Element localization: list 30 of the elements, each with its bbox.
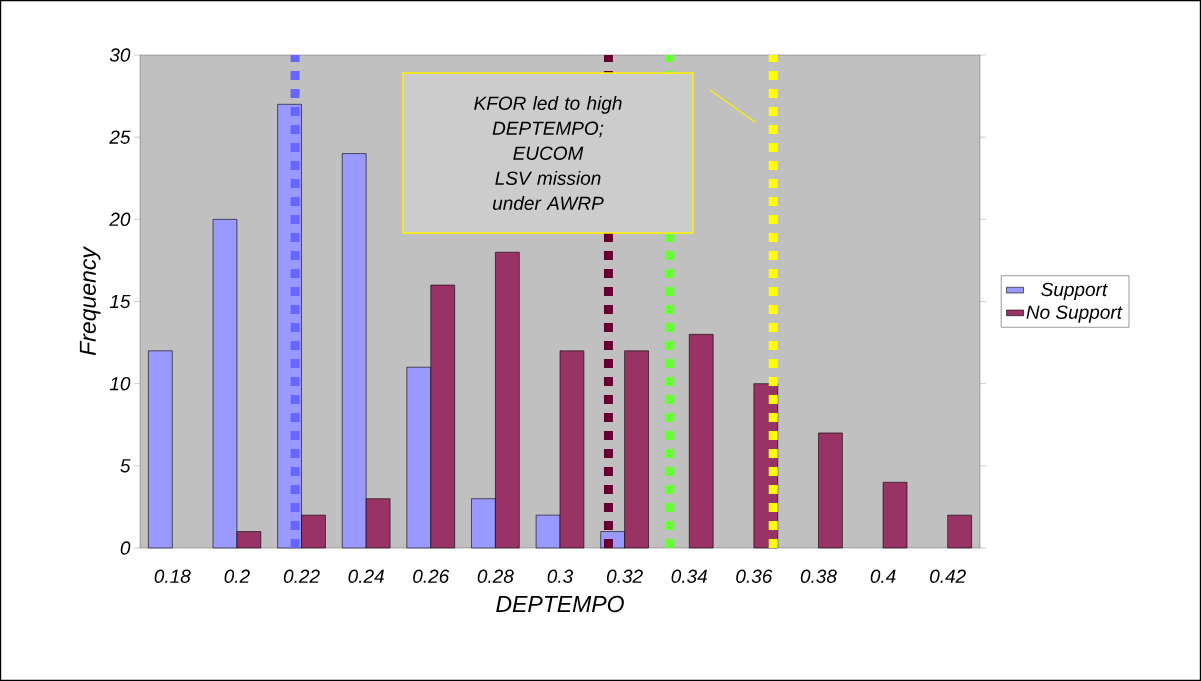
bar bbox=[947, 514, 972, 549]
annotation: KFOR led to high DEPTEMPO; EUCOM LSV mission under AWRP bbox=[474, 96, 622, 210]
x-tick-label: 0.42 bbox=[930, 569, 966, 583]
y-tick-label: 30 bbox=[109, 48, 131, 62]
x-axis-title: DEPTEMPO bbox=[496, 595, 624, 613]
y-tick-label: 0 bbox=[120, 541, 131, 555]
legend-label: No Support bbox=[1026, 305, 1123, 323]
x-tick-label: 0.22 bbox=[283, 569, 320, 583]
legend-label: Support bbox=[1041, 282, 1108, 300]
y-tick-label: 5 bbox=[120, 459, 131, 473]
bar bbox=[818, 432, 843, 549]
y-axis-title: Frequency bbox=[79, 246, 101, 356]
x-tick-label: 0.38 bbox=[800, 569, 837, 583]
y-tick-label: 25 bbox=[109, 130, 131, 144]
x-tick-label: 0.3 bbox=[547, 569, 574, 583]
bar bbox=[688, 334, 714, 549]
x-tick-label: 0.28 bbox=[477, 569, 514, 583]
x-tick-label: 0.26 bbox=[413, 569, 450, 583]
x-tick-label: 0.2 bbox=[224, 569, 250, 583]
x-tick-label: 0.18 bbox=[154, 569, 191, 583]
bar bbox=[148, 350, 173, 549]
bar bbox=[882, 481, 908, 549]
x-tick-label: 0.24 bbox=[348, 569, 384, 583]
x-tick-label: 0.34 bbox=[671, 569, 708, 583]
x-tick-label: 0.36 bbox=[736, 569, 773, 583]
y-tick-label: 10 bbox=[109, 376, 131, 391]
y-tick-label: 15 bbox=[109, 294, 131, 309]
x-tick-label: 0.4 bbox=[870, 569, 896, 583]
x-tick-label: 0.32 bbox=[606, 569, 643, 583]
y-tick-label: 20 bbox=[109, 212, 131, 227]
